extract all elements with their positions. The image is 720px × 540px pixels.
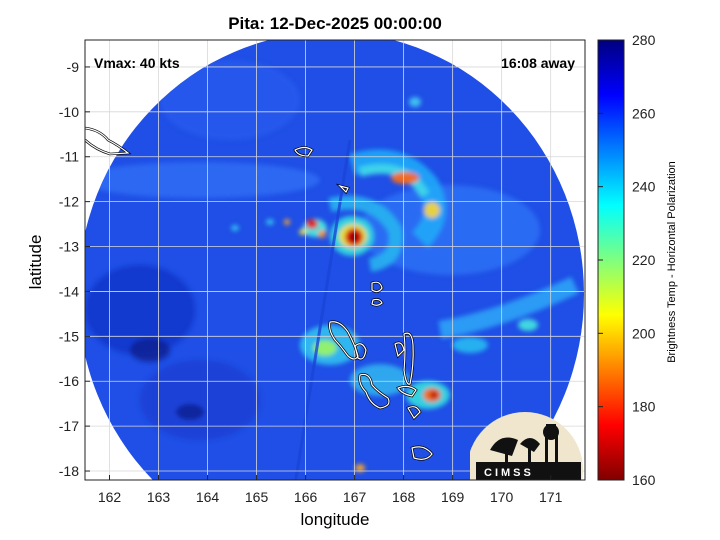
colorbar-ticks: 280 260 240 220 200 180 160 (598, 32, 656, 488)
y-tick-label: -9 (67, 59, 80, 75)
axis-ticks: 162 163 164 165 166 167 168 169 170 171 -9 -10 -11 -1… (59, 59, 563, 505)
y-tick-label: -15 (59, 328, 79, 344)
vmax-annotation: Vmax: 40 kts (94, 55, 180, 71)
colorbar-tick-label: 160 (632, 472, 656, 488)
coastlines (85, 126, 434, 461)
x-axis-label: longitude (300, 510, 370, 529)
coastline-fill (85, 127, 433, 460)
colorbar-tick-label: 220 (632, 252, 656, 268)
swath-texture (85, 60, 579, 472)
time-away-annotation: 16:08 away (501, 55, 575, 71)
colorbar-tick-label: 200 (632, 325, 656, 341)
colorbar-tick-label: 180 (632, 399, 656, 415)
x-tick-label: 166 (294, 489, 318, 505)
x-tick-label: 168 (392, 489, 416, 505)
y-tick-label: -16 (59, 373, 79, 389)
y-tick-label: -11 (60, 149, 79, 165)
y-tick-label: -10 (59, 104, 79, 120)
axes-frame (84, 39, 586, 481)
swath-seam (293, 139, 352, 480)
y-tick-label: -17 (59, 418, 79, 434)
logo-silhouette (476, 424, 581, 480)
logo-text: CIMSS (484, 467, 534, 479)
colorbar-tick-label: 260 (632, 105, 656, 121)
x-tick-label: 171 (539, 489, 563, 505)
colorbar-tick-label: 240 (632, 179, 656, 195)
x-tick-label: 169 (441, 489, 465, 505)
colorbar-tick-label: 280 (632, 32, 656, 48)
y-tick-label: -14 (59, 283, 79, 299)
y-tick-label: -13 (59, 239, 79, 255)
chart-title: Pita: 12-Dec-2025 00:00:00 (228, 14, 442, 33)
y-tick-label: -12 (59, 194, 79, 210)
x-tick-label: 167 (343, 489, 367, 505)
x-tick-label: 164 (196, 489, 220, 505)
x-tick-label: 163 (147, 489, 171, 505)
x-tick-label: 162 (98, 489, 122, 505)
x-tick-label: 165 (245, 489, 269, 505)
swath-image (85, 40, 584, 480)
cimss-logo: CIMSS (470, 412, 583, 480)
x-tick-label: 170 (490, 489, 514, 505)
y-tick-label: -18 (59, 463, 79, 479)
